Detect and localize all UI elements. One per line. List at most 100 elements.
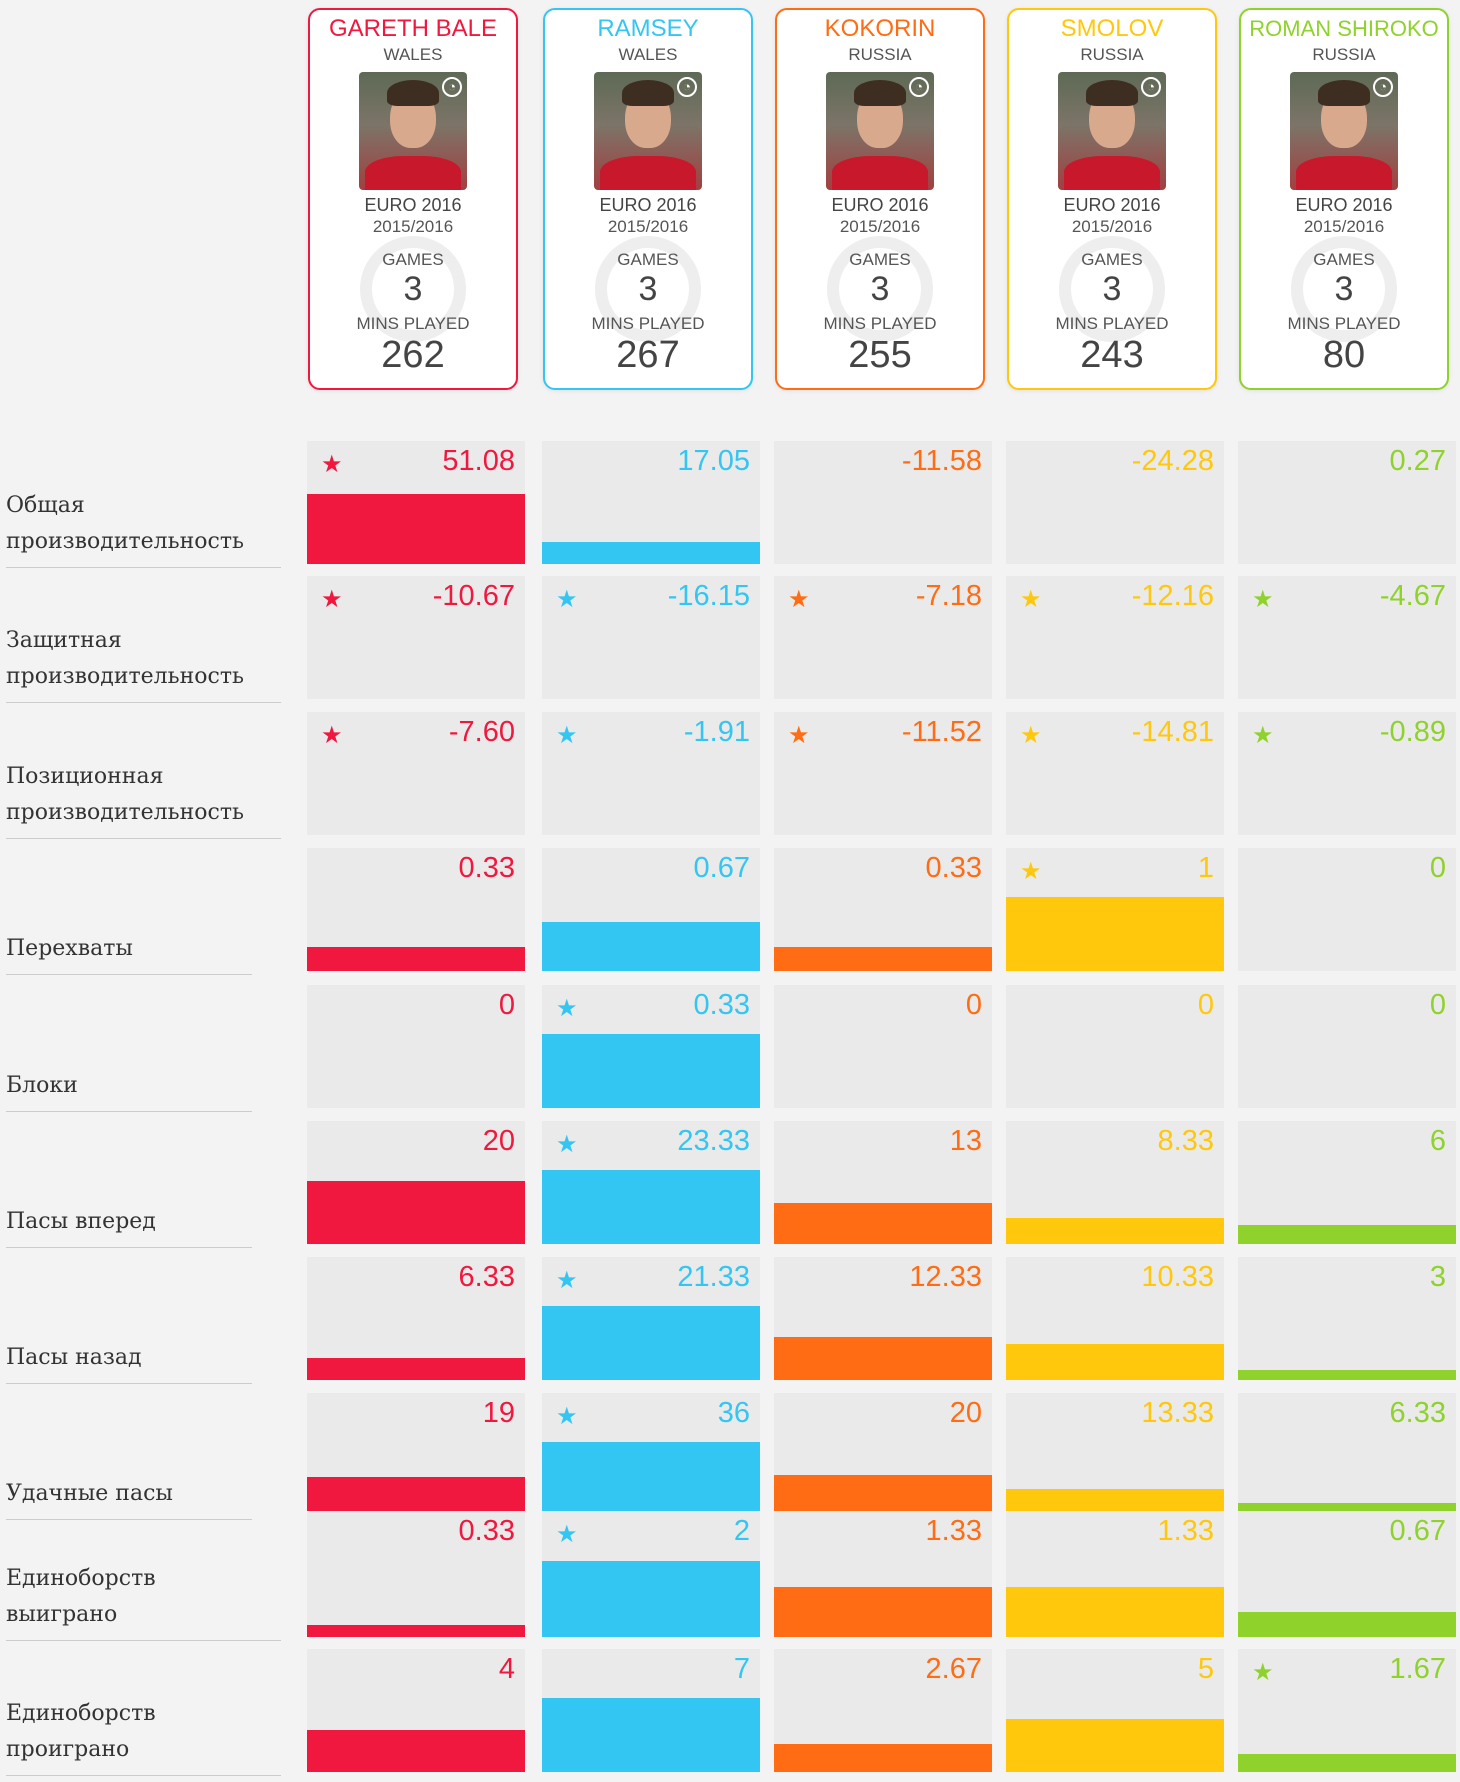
metric-bar bbox=[542, 922, 760, 971]
metric-value: 10.33 bbox=[1141, 1261, 1214, 1293]
metric-cell: ★ -1.91 bbox=[542, 712, 760, 835]
shirt-shape bbox=[1064, 156, 1160, 190]
metric-value: 0 bbox=[498, 989, 515, 1021]
player-name[interactable]: KOKORIN bbox=[824, 15, 936, 42]
metric-cell: 4 bbox=[307, 1649, 525, 1772]
metric-cell: 0.33 bbox=[774, 848, 992, 971]
metric-value: 0 bbox=[1197, 989, 1214, 1021]
metric-value: 20 bbox=[949, 1397, 982, 1429]
star-icon: ★ bbox=[788, 722, 810, 749]
metric-cell: ★ 21.33 bbox=[542, 1257, 760, 1380]
player-name[interactable]: GARETH BALE bbox=[328, 15, 498, 42]
metric-bar bbox=[774, 1587, 992, 1637]
metric-label: Единоборств проиграно bbox=[6, 1696, 276, 1768]
games-ring: GAMES 3 bbox=[360, 236, 466, 342]
mins-played-label: MINS PLAYED bbox=[823, 314, 937, 333]
metric-value: 0.67 bbox=[1389, 1515, 1446, 1547]
metric-value: -1.91 bbox=[683, 716, 750, 748]
metric-value: 1.33 bbox=[1157, 1515, 1214, 1547]
metric-bar bbox=[542, 1442, 760, 1516]
metric-cell: 0 bbox=[1238, 985, 1456, 1108]
metric-cell: ★ -11.52 bbox=[774, 712, 992, 835]
shirt-shape bbox=[365, 156, 461, 190]
metric-value: 36 bbox=[717, 1397, 750, 1429]
player-country: WALES bbox=[618, 45, 678, 64]
mins-played-value: 255 bbox=[848, 334, 912, 376]
metric-bar bbox=[542, 1698, 760, 1772]
mins-played-label: MINS PLAYED bbox=[591, 314, 705, 333]
metric-bar bbox=[1238, 1370, 1456, 1380]
metric-label: Перехваты bbox=[6, 931, 276, 967]
metric-cell: 20 bbox=[307, 1121, 525, 1244]
player-country: WALES bbox=[383, 45, 443, 64]
metric-bar bbox=[307, 1358, 525, 1380]
metric-label-line: производительность bbox=[6, 800, 245, 825]
player-card[interactable]: KOKORIN RUSSIA ◔ EURO 2016 2015/2016 GAMES 3 MI… bbox=[775, 8, 985, 390]
metric-cell: 0 bbox=[307, 985, 525, 1108]
metric-cell: -11.58 bbox=[774, 441, 992, 564]
player-country: RUSSIA bbox=[848, 45, 912, 64]
metric-cell: ★ -16.15 bbox=[542, 576, 760, 699]
player-country: RUSSIA bbox=[1080, 45, 1144, 64]
metric-cell: 2.67 bbox=[774, 1649, 992, 1772]
metric-cell: ★ 51.08 bbox=[307, 441, 525, 564]
club-badge-icon: ◔ bbox=[1141, 77, 1161, 97]
metric-divider bbox=[6, 838, 281, 839]
metric-bar bbox=[1238, 1754, 1456, 1772]
metric-bar bbox=[542, 1170, 760, 1244]
metric-value: 0.33 bbox=[925, 852, 982, 884]
star-icon: ★ bbox=[556, 1131, 578, 1158]
metric-cell: ★ -7.60 bbox=[307, 712, 525, 835]
metric-value: -7.18 bbox=[915, 580, 982, 612]
player-card[interactable]: GARETH BALE WALES ◔ EURO 2016 2015/2016 GAMES… bbox=[308, 8, 518, 390]
metric-label-line: выиграно bbox=[6, 1602, 118, 1627]
star-icon: ★ bbox=[788, 586, 810, 613]
player-card[interactable]: SMOLOV RUSSIA ◔ EURO 2016 2015/2016 GAMES 3 MIN… bbox=[1007, 8, 1217, 390]
season-label: 2015/2016 bbox=[839, 217, 921, 236]
metric-cell: 5 bbox=[1006, 1649, 1224, 1772]
metric-value: 2.67 bbox=[925, 1653, 982, 1685]
metric-value: -24.28 bbox=[1131, 445, 1214, 477]
metric-cell: 0 bbox=[1238, 848, 1456, 971]
metric-cell: ★ -0.89 bbox=[1238, 712, 1456, 835]
metric-label: Пасы вперед bbox=[6, 1204, 276, 1240]
metric-cell: ★ -14.81 bbox=[1006, 712, 1224, 835]
metric-value: 8.33 bbox=[1157, 1125, 1214, 1157]
metric-value: 51.08 bbox=[442, 445, 515, 477]
star-icon: ★ bbox=[556, 1403, 578, 1430]
mins-played-value: 267 bbox=[616, 334, 680, 376]
metric-bar bbox=[307, 1730, 525, 1772]
metric-label-line: производительность bbox=[6, 529, 245, 554]
player-card[interactable]: RAMSEY WALES ◔ EURO 2016 2015/2016 GAMES 3 MINS… bbox=[543, 8, 753, 390]
metric-divider bbox=[6, 1247, 252, 1248]
metric-cell: 3 bbox=[1238, 1257, 1456, 1380]
player-country: RUSSIA bbox=[1312, 45, 1376, 64]
player-card[interactable]: ROMAN SHIROKO RUSSIA ◔ EURO 2016 2015/2016 GA… bbox=[1239, 8, 1449, 390]
metric-cell: 0.67 bbox=[1238, 1511, 1456, 1637]
hair-shape bbox=[1318, 80, 1370, 106]
metric-label-line: Единоборств bbox=[6, 1701, 156, 1726]
shirt-shape bbox=[832, 156, 928, 190]
metric-value: 6.33 bbox=[1389, 1397, 1446, 1429]
player-name[interactable]: RAMSEY bbox=[597, 15, 699, 42]
metric-value: 13.33 bbox=[1141, 1397, 1214, 1429]
metric-value: -4.67 bbox=[1379, 580, 1446, 612]
metric-bar bbox=[307, 947, 525, 971]
metric-label-line: производительность bbox=[6, 664, 245, 689]
metric-divider bbox=[6, 567, 281, 568]
metric-label-line: Пасы вперед bbox=[6, 1209, 156, 1234]
star-icon: ★ bbox=[1020, 858, 1042, 885]
competition-label: EURO 2016 bbox=[1063, 195, 1161, 215]
player-name[interactable]: SMOLOV bbox=[1060, 15, 1164, 42]
metric-value: 17.05 bbox=[677, 445, 750, 477]
metric-cell: 0.27 bbox=[1238, 441, 1456, 564]
metric-bar bbox=[542, 1034, 760, 1108]
games-label: GAMES bbox=[617, 250, 679, 269]
player-name[interactable]: ROMAN SHIROKO bbox=[1249, 16, 1439, 41]
player-photo-icon: ◔ bbox=[1058, 72, 1166, 190]
competition-label: EURO 2016 bbox=[364, 195, 462, 215]
metric-cell: 6.33 bbox=[307, 1257, 525, 1380]
star-icon: ★ bbox=[1252, 1659, 1274, 1686]
metric-value: 3 bbox=[1429, 1261, 1446, 1293]
star-icon: ★ bbox=[556, 1267, 578, 1294]
